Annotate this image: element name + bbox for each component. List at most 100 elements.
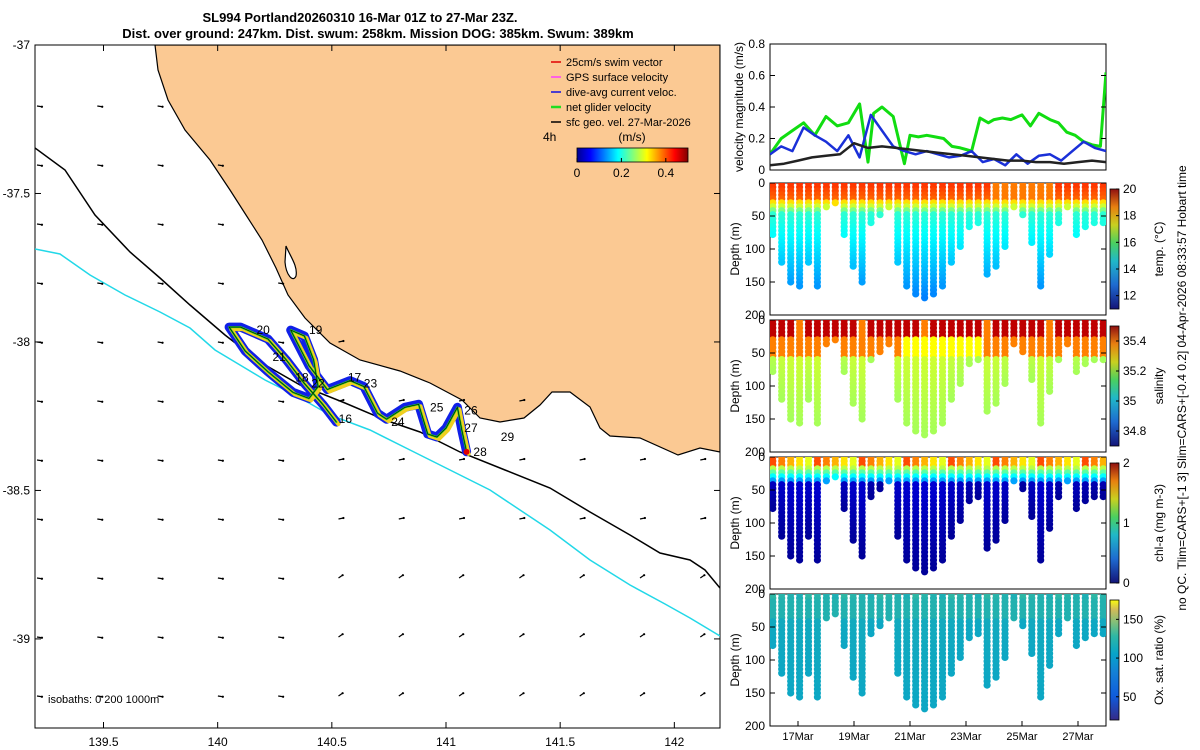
section-dot — [965, 497, 973, 505]
geo-vector-head — [282, 577, 285, 580]
map-ytick-label: -38.5 — [3, 483, 31, 497]
geo-vector-head — [40, 518, 44, 521]
geo-vector-head — [342, 457, 345, 461]
section-dot — [813, 556, 822, 564]
section-dot — [867, 630, 875, 638]
section-dot — [1055, 630, 1063, 638]
geo-vector-head — [101, 459, 104, 462]
section-dot — [1063, 203, 1072, 211]
velocity-series — [770, 72, 1106, 167]
section-dot — [858, 689, 866, 697]
velocity-ytick-label: 0.2 — [748, 132, 765, 146]
glider-track — [224, 322, 472, 457]
geo-vector-head — [703, 633, 706, 636]
section-variable-label: temp. (°C) — [1152, 222, 1166, 277]
section-ylabel: Depth (m) — [728, 496, 742, 549]
section-colorbar-tick-label: 50 — [1123, 690, 1137, 704]
section-dot — [1055, 219, 1063, 227]
section-dot — [778, 532, 786, 540]
day-label: 26 — [464, 403, 478, 417]
section-dot — [1090, 493, 1098, 501]
section-ytick-label: 200 — [745, 308, 765, 322]
geo-vector-head — [282, 695, 285, 698]
section-dot — [947, 669, 956, 677]
geo-vector-head — [282, 518, 285, 521]
map-ytick-label: -39 — [13, 632, 31, 646]
day-label: 21 — [272, 350, 286, 364]
section-dot — [974, 219, 982, 227]
map-xtick-label: 139.5 — [88, 735, 118, 749]
section-dot — [1046, 661, 1054, 669]
geo-vector-head — [101, 636, 104, 639]
geo-vector-head — [40, 164, 44, 167]
section-dot — [947, 258, 956, 266]
section-dot — [858, 552, 866, 560]
geo-vector-head — [161, 341, 164, 344]
section-dot — [787, 415, 795, 423]
section-dot — [885, 340, 893, 348]
section-dot — [822, 340, 831, 348]
section-dot — [1055, 356, 1063, 364]
day-label: 24 — [391, 415, 405, 429]
section-dot — [1099, 493, 1106, 501]
geo-vector-head — [342, 516, 345, 520]
section-dots — [770, 183, 1106, 302]
velocity-ytick-label: 0.4 — [748, 100, 765, 114]
day-label: 22 — [311, 377, 325, 391]
section-dot — [992, 262, 1000, 270]
section-dot — [929, 701, 938, 709]
section-colorbar-tick-label: 16 — [1123, 235, 1137, 249]
map-xtick-label: 140 — [208, 735, 228, 749]
velocity-ytick-label: 0.8 — [748, 37, 765, 51]
section-dot — [787, 552, 795, 560]
section-dot — [1046, 387, 1054, 395]
section-dot — [813, 419, 822, 427]
geo-vector-head — [341, 633, 344, 636]
section-dot — [1028, 375, 1036, 383]
section-dot — [1001, 516, 1009, 525]
section-ytick-label: 150 — [745, 549, 765, 563]
section-dot — [1037, 556, 1045, 564]
velocity-axes: 0 0.2 0.4 0.6 0.8 — [748, 37, 1106, 177]
geo-vector-head — [522, 574, 525, 577]
section-dot — [903, 419, 911, 427]
section-dot — [858, 278, 866, 286]
section-dot — [1028, 649, 1036, 658]
geo-vector-head — [161, 105, 164, 108]
geo-vector-head — [221, 636, 224, 639]
section-dot — [796, 693, 804, 701]
geo-vector-head — [401, 692, 405, 695]
section-ylabel: Depth (m) — [728, 633, 742, 686]
section-dot — [796, 282, 804, 290]
section-dot — [1090, 219, 1098, 227]
section-dot — [1046, 250, 1054, 258]
geo-vector-head — [161, 695, 164, 698]
section-dot — [1063, 614, 1072, 622]
geostrophic-velocity-vectors — [36, 105, 707, 698]
section-ytick-label: 50 — [752, 209, 766, 223]
velocity-ylabel: velocity magnitude (m/s) — [732, 42, 746, 172]
section-dot — [983, 544, 991, 552]
velocity-series-1 — [770, 113, 1106, 167]
section-dot — [1072, 367, 1080, 376]
section-ytick-label: 50 — [752, 346, 766, 360]
section-dot — [1037, 693, 1045, 701]
section-colorbar-tick-label: 35.2 — [1123, 364, 1147, 378]
section-dot — [1081, 634, 1089, 642]
day-label: 18 — [295, 371, 309, 385]
section-dot — [831, 473, 839, 481]
geo-vector-head — [282, 341, 285, 344]
section-dot — [813, 282, 822, 290]
section-dot — [974, 493, 982, 501]
geo-vector-head — [161, 577, 164, 580]
section-dot — [831, 199, 839, 207]
section-dot — [894, 532, 902, 540]
geo-vector-head — [101, 518, 104, 521]
day-label: 17 — [348, 371, 362, 385]
section-dot — [938, 282, 947, 290]
section-dot — [1099, 356, 1106, 364]
geo-vector-head — [462, 633, 465, 636]
section-dot — [992, 399, 1000, 407]
section-dot — [858, 415, 866, 423]
section-colorbar — [1109, 599, 1120, 721]
